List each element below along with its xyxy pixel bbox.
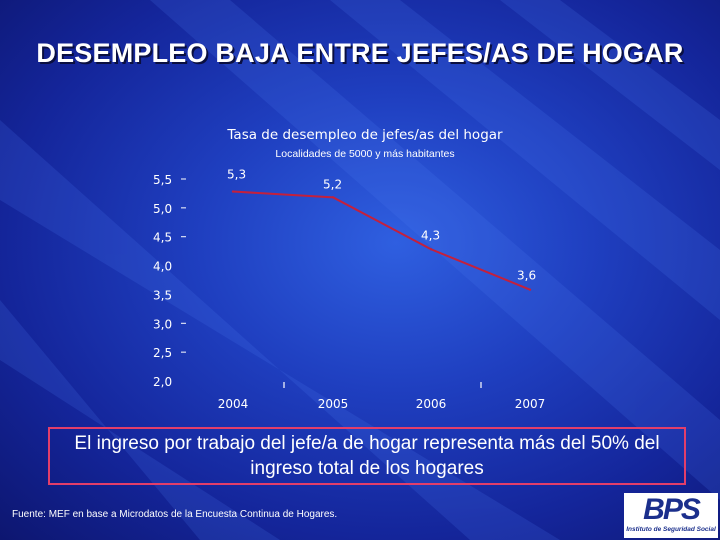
data-point — [429, 248, 433, 251]
data-label: 5,2 — [323, 177, 342, 191]
unemployment-line-chart: Tasa de desempleo de jefes/as del hogar … — [153, 127, 546, 411]
chart-title: Tasa de desempleo de jefes/as del hogar — [226, 127, 503, 143]
data-point — [331, 196, 335, 199]
data-label: 5,3 — [227, 168, 246, 182]
slide-title: DESEMPLEO BAJA ENTRE JEFES/AS DE HOGAR — [36, 38, 684, 68]
series-line — [232, 190, 531, 291]
y-tick-label: 4,0 — [153, 260, 172, 274]
series-layer: 5,3 5,2 4,3 3,6 — [227, 168, 536, 291]
y-axis: 5,5 5,0 4,5 4,0 3,5 3,0 2,5 2,0 — [153, 173, 186, 389]
callout-box: El ingreso por trabajo del jefe/a de hog… — [48, 427, 686, 485]
x-tick-label: 2005 — [318, 397, 349, 411]
y-tick-label: 5,5 — [153, 173, 172, 187]
chart-subtitle: Localidades de 5000 y más habitantes — [275, 148, 454, 160]
y-tick-label: 5,0 — [153, 202, 172, 216]
x-axis: 2004 2005 2006 2007 — [218, 382, 546, 411]
y-tick-label: 3,0 — [153, 317, 172, 331]
x-tick-label: 2006 — [416, 397, 447, 411]
data-label: 3,6 — [517, 269, 536, 283]
y-tick-label: 4,5 — [153, 231, 172, 245]
y-tick-label: 2,5 — [153, 346, 172, 360]
data-label: 4,3 — [421, 228, 440, 242]
bps-logo-subtitle: Instituto de Seguridad Social — [626, 526, 716, 533]
x-tick-label: 2007 — [515, 397, 546, 411]
x-tick-label: 2004 — [218, 397, 249, 411]
y-tick-label: 2,0 — [153, 375, 172, 389]
data-point — [231, 190, 235, 193]
source-note: Fuente: MEF en base a Microdatos de la E… — [12, 509, 338, 520]
callout-text: El ingreso por trabajo del jefe/a de hog… — [74, 433, 660, 479]
y-tick-label: 3,5 — [153, 288, 172, 302]
bps-logo: BPS Instituto de Seguridad Social — [624, 493, 718, 538]
data-point — [528, 288, 532, 291]
bps-logo-mark: BPS — [643, 493, 701, 526]
